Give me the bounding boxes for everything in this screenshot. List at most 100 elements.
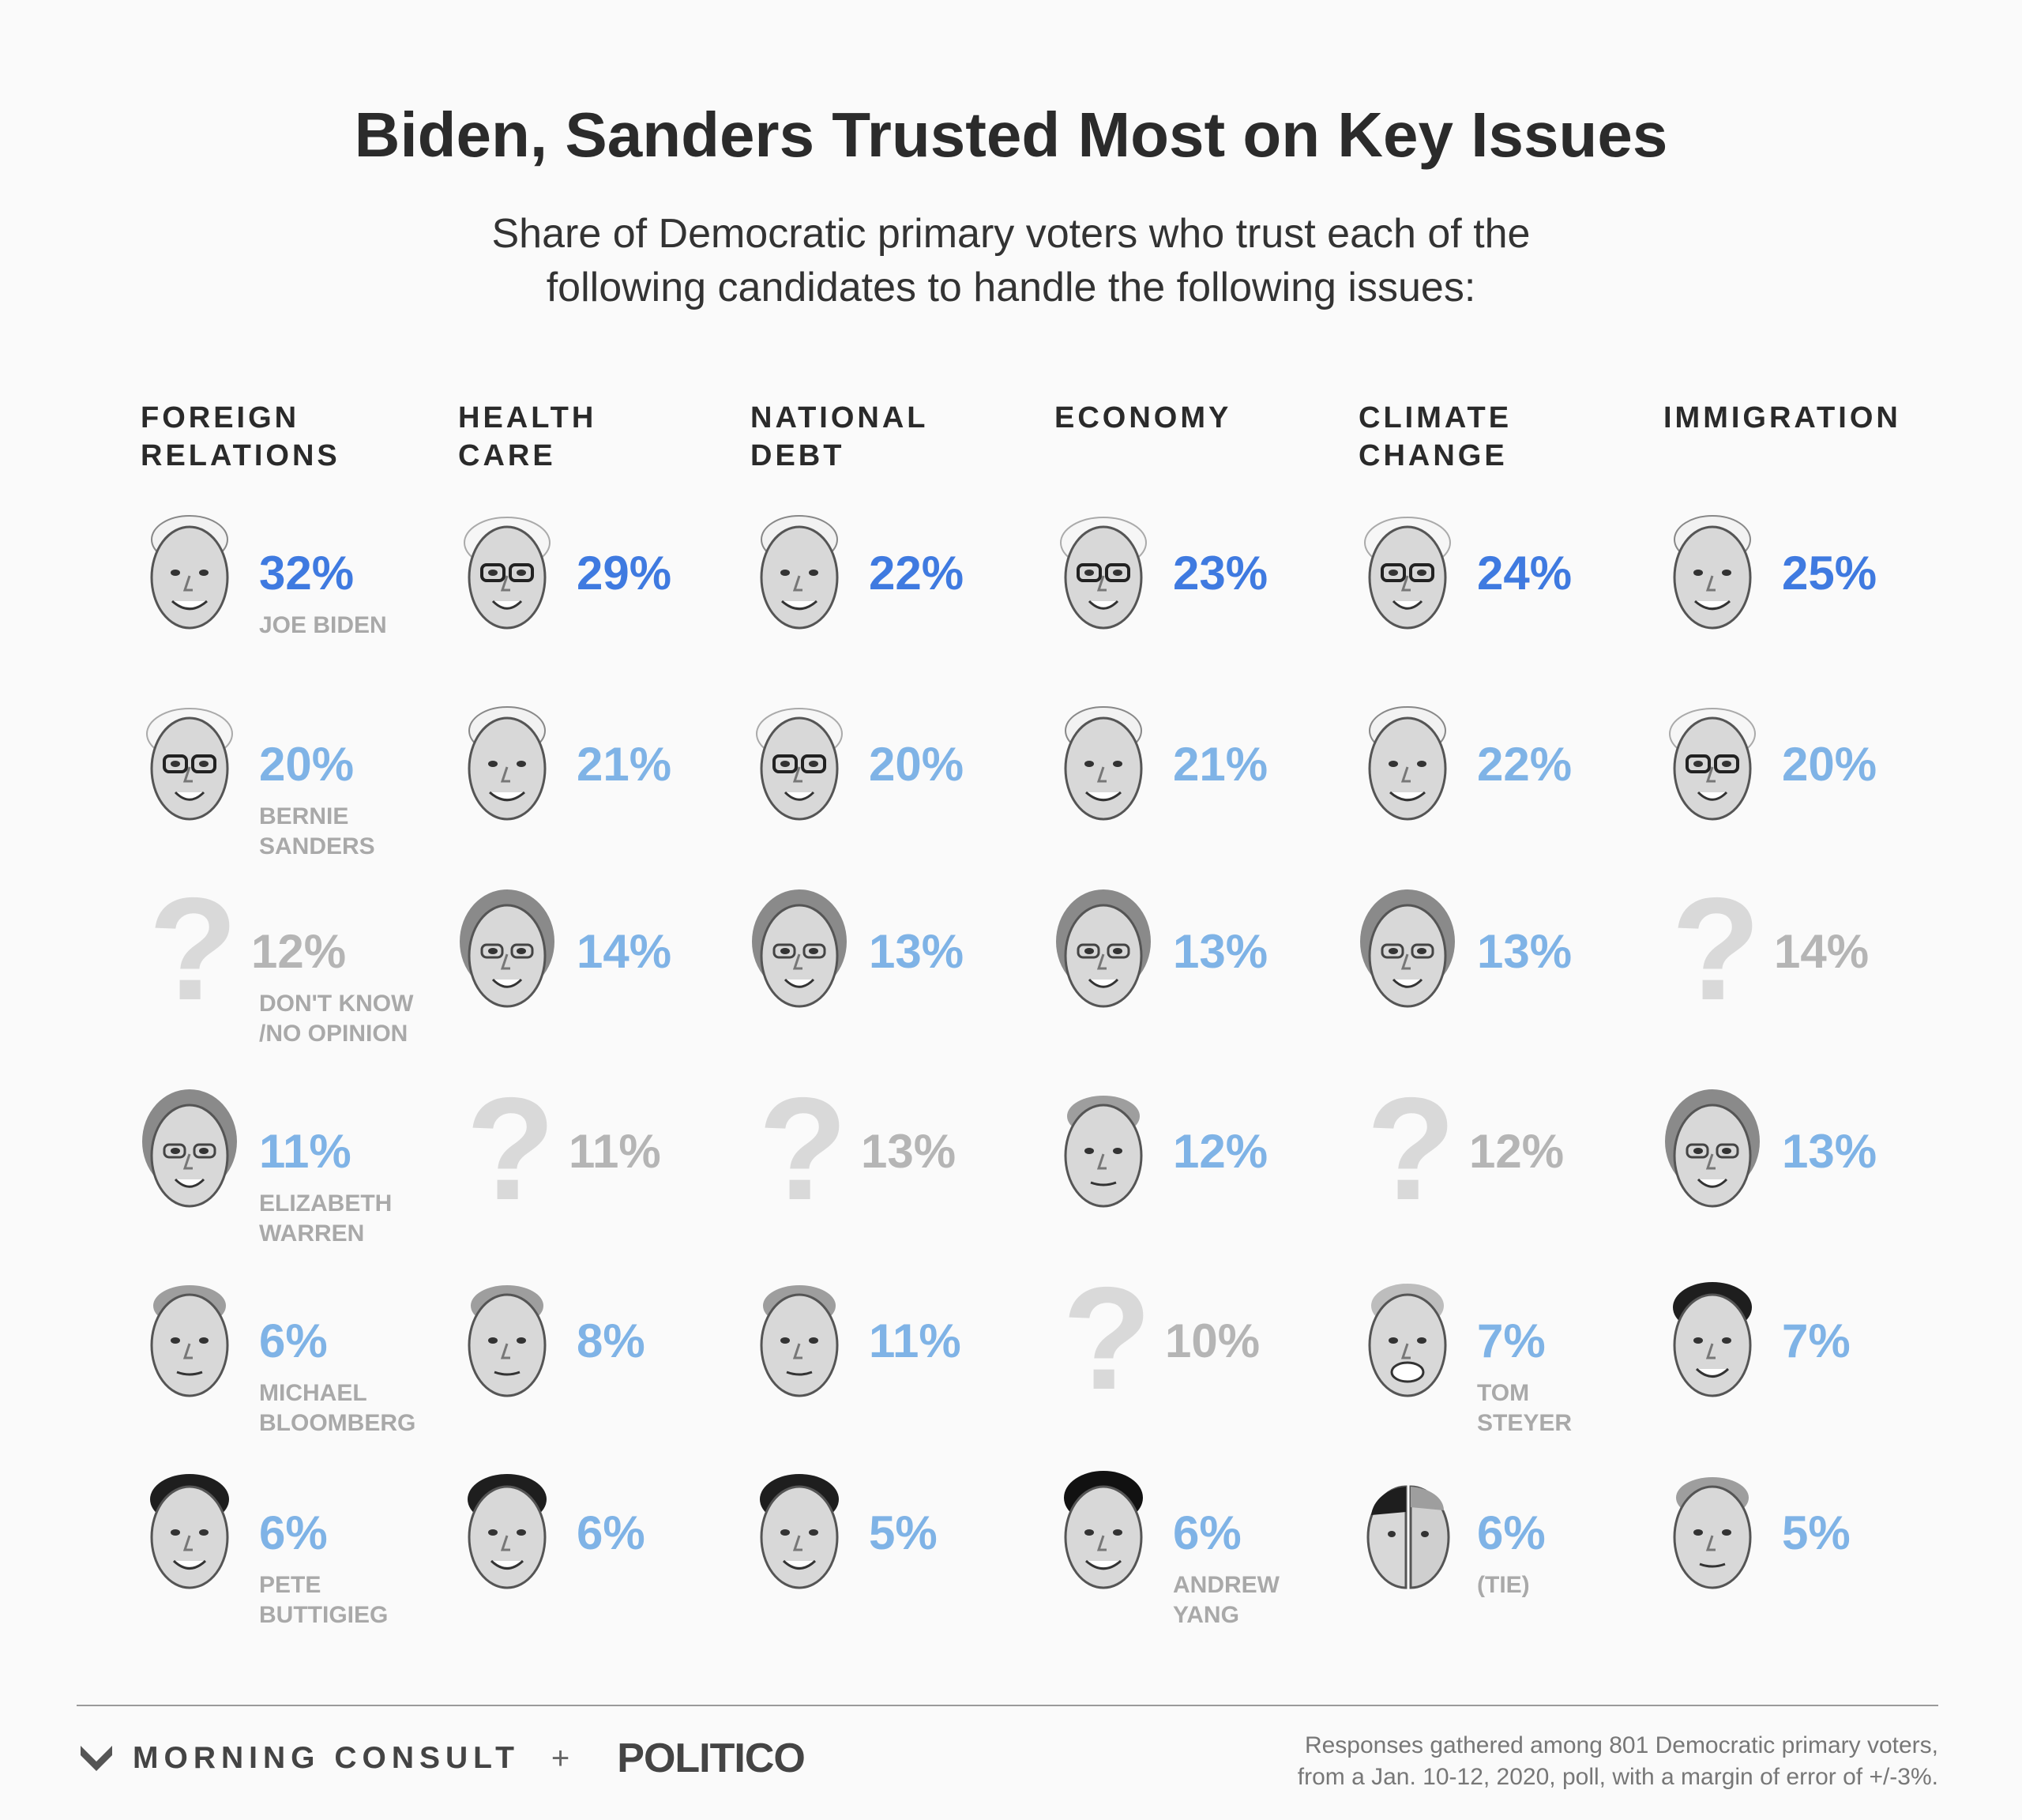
percentage-label: 6% (577, 1506, 645, 1559)
candidate-portrait-icon (142, 1089, 237, 1208)
candidate-entry: ? 12% (1359, 1077, 1659, 1268)
candidate-entry: 25% (1663, 508, 1964, 690)
percentage-label: 20% (869, 738, 964, 791)
percentage-label: 11% (869, 1314, 961, 1367)
question-mark-icon: ? (1671, 868, 1761, 1031)
candidate-portrait-icon (468, 1474, 547, 1589)
candidate-portrait-icon (1360, 889, 1455, 1008)
candidate-entry: 7% (1663, 1276, 1964, 1457)
candidate-entry: 13% (750, 886, 1050, 1068)
candidate-name-label: TOM STEYER (1477, 1380, 1573, 1436)
candidate-entry: 12% (1054, 1086, 1355, 1268)
question-mark-icon: ? (1366, 1068, 1456, 1231)
percentage-label: 14% (1774, 925, 1870, 978)
source-footnote: Responses gathered among 801 Democratic … (1297, 1732, 1938, 1790)
candidate-entry: 23% (1054, 508, 1355, 690)
issue-header: ECONOMY (1054, 401, 1232, 434)
percentage-label: 6% (259, 1506, 328, 1559)
candidate-portrait-icon (1368, 706, 1447, 821)
candidate-entry: 24% (1359, 508, 1659, 690)
candidate-entry: 32% JOE BIDEN (141, 508, 441, 690)
candidate-entry: 21% (1054, 699, 1355, 881)
candidate-portrait-icon (1364, 517, 1451, 630)
percentage-label: 13% (1173, 925, 1268, 978)
candidate-entry: 21% (458, 699, 758, 881)
percentage-label: 11% (569, 1125, 661, 1178)
percentage-label: 7% (1782, 1314, 1851, 1367)
candidate-entry: 6% PETE BUTTIGIEG (141, 1468, 441, 1649)
morning-consult-brand: MORNING CONSULT (133, 1741, 520, 1775)
issue-header: IMMIGRATION (1663, 401, 1901, 434)
candidate-portrait-icon (468, 706, 547, 821)
candidate-name-label: ANDREW YANG (1173, 1572, 1280, 1628)
candidate-entry: ? 13% (750, 1077, 1050, 1268)
candidate-entry: 6% MICHAEL BLOOMBERG (141, 1276, 441, 1457)
candidate-entry: ? 12% DON'T KNOW /NO OPINION (141, 877, 441, 1068)
candidate-portrait-icon (760, 1285, 839, 1397)
percentage-label: 5% (869, 1506, 938, 1559)
percentage-label: 24% (1477, 547, 1573, 600)
candidate-portrait-icon (1366, 1485, 1450, 1589)
candidate-entry: 13% (1359, 886, 1659, 1068)
percentage-label: 6% (1477, 1506, 1546, 1559)
candidate-portrait-icon (150, 515, 229, 630)
candidate-portrait-icon (1669, 708, 1756, 821)
candidate-portrait-icon (756, 708, 843, 821)
percentage-label: 21% (1173, 738, 1268, 791)
chart-title: Biden, Sanders Trusted Most on Key Issue… (354, 100, 1668, 170)
candidate-portrait-icon (1064, 1471, 1143, 1589)
candidate-portrait-icon (146, 708, 233, 821)
percentage-label: 21% (577, 738, 672, 791)
percentage-label: 13% (1477, 925, 1573, 978)
issue-header: CLIMATE CHANGE (1359, 401, 1513, 472)
candidate-portrait-icon (1064, 706, 1143, 821)
candidate-entry: 13% (1663, 1086, 1964, 1268)
candidate-portrait-icon (1060, 517, 1147, 630)
candidate-entry: 6% (TIE) (1359, 1468, 1659, 1649)
candidate-entry: 22% (750, 508, 1050, 690)
candidate-portrait-icon (1673, 1477, 1752, 1589)
percentage-label: 12% (251, 925, 347, 978)
percentage-label: 20% (259, 738, 355, 791)
candidate-entry: 8% (458, 1276, 758, 1457)
candidate-entry: ? 10% (1054, 1266, 1355, 1457)
candidate-portrait-icon (1056, 889, 1151, 1008)
percentage-label: 13% (869, 925, 964, 978)
candidate-entry: 6% ANDREW YANG (1054, 1468, 1355, 1649)
candidate-entry: 13% (1054, 886, 1355, 1068)
candidate-portrait-icon (1064, 1096, 1143, 1208)
percentage-label: 29% (577, 547, 672, 600)
candidate-entry: 20% (1663, 699, 1964, 881)
percentage-label: 7% (1477, 1314, 1546, 1367)
percentage-label: 6% (1173, 1506, 1242, 1559)
issue-header: FOREIGN RELATIONS (141, 401, 340, 472)
percentage-label: 22% (869, 547, 964, 600)
candidate-portrait-icon (1673, 515, 1752, 630)
percentage-label: 12% (1173, 1125, 1268, 1178)
percentage-label: 32% (259, 547, 355, 600)
candidate-name-label: (TIE) (1477, 1572, 1530, 1598)
candidate-entry: 5% (1663, 1468, 1964, 1649)
candidate-entry: 11% ELIZABETH WARREN (141, 1086, 441, 1268)
candidate-entry: 14% (458, 886, 758, 1068)
percentage-label: 11% (259, 1125, 351, 1178)
candidate-portrait-icon (760, 1474, 839, 1589)
footer-divider (77, 1705, 1938, 1706)
candidate-entry: 6% (458, 1468, 758, 1649)
candidate-portrait-icon (1673, 1282, 1752, 1397)
percentage-label: 10% (1165, 1314, 1261, 1367)
question-mark-icon: ? (1062, 1258, 1152, 1420)
candidate-name-label: MICHAEL BLOOMBERG (259, 1380, 416, 1436)
percentage-label: 13% (861, 1125, 957, 1178)
candidate-name-label: DON'T KNOW /NO OPINION (259, 991, 414, 1047)
candidate-portrait-icon (752, 889, 847, 1008)
candidate-entry: 20% BERNIE SANDERS (141, 699, 441, 881)
question-mark-icon: ? (758, 1068, 848, 1231)
candidate-entry: 11% (750, 1276, 1050, 1457)
candidate-name-label: BERNIE SANDERS (259, 803, 375, 859)
issue-header: NATIONAL DEBT (750, 401, 929, 472)
percentage-label: 23% (1173, 547, 1268, 600)
candidate-entry: ? 11% (458, 1077, 758, 1268)
percentage-label: 8% (577, 1314, 645, 1367)
politico-brand: POLITICO (617, 1735, 806, 1781)
